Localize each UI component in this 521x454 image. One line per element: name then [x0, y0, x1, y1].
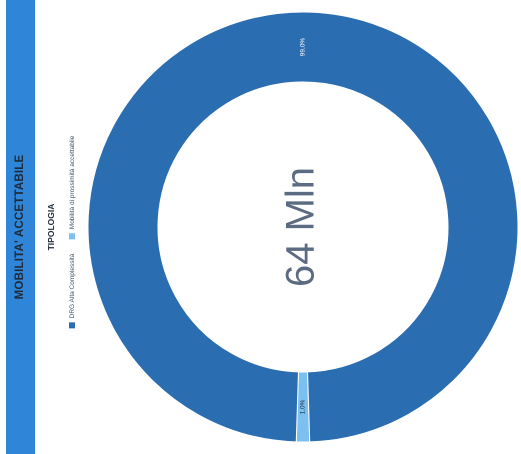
donut-slice-0[interactable] [87, 11, 519, 443]
donut-center-label: 64 Mln [279, 167, 323, 287]
side-band [6, 0, 35, 454]
donut-slice-label-0: 99,0% [300, 38, 307, 57]
donut-slice-label-1: 1,0% [300, 399, 307, 414]
